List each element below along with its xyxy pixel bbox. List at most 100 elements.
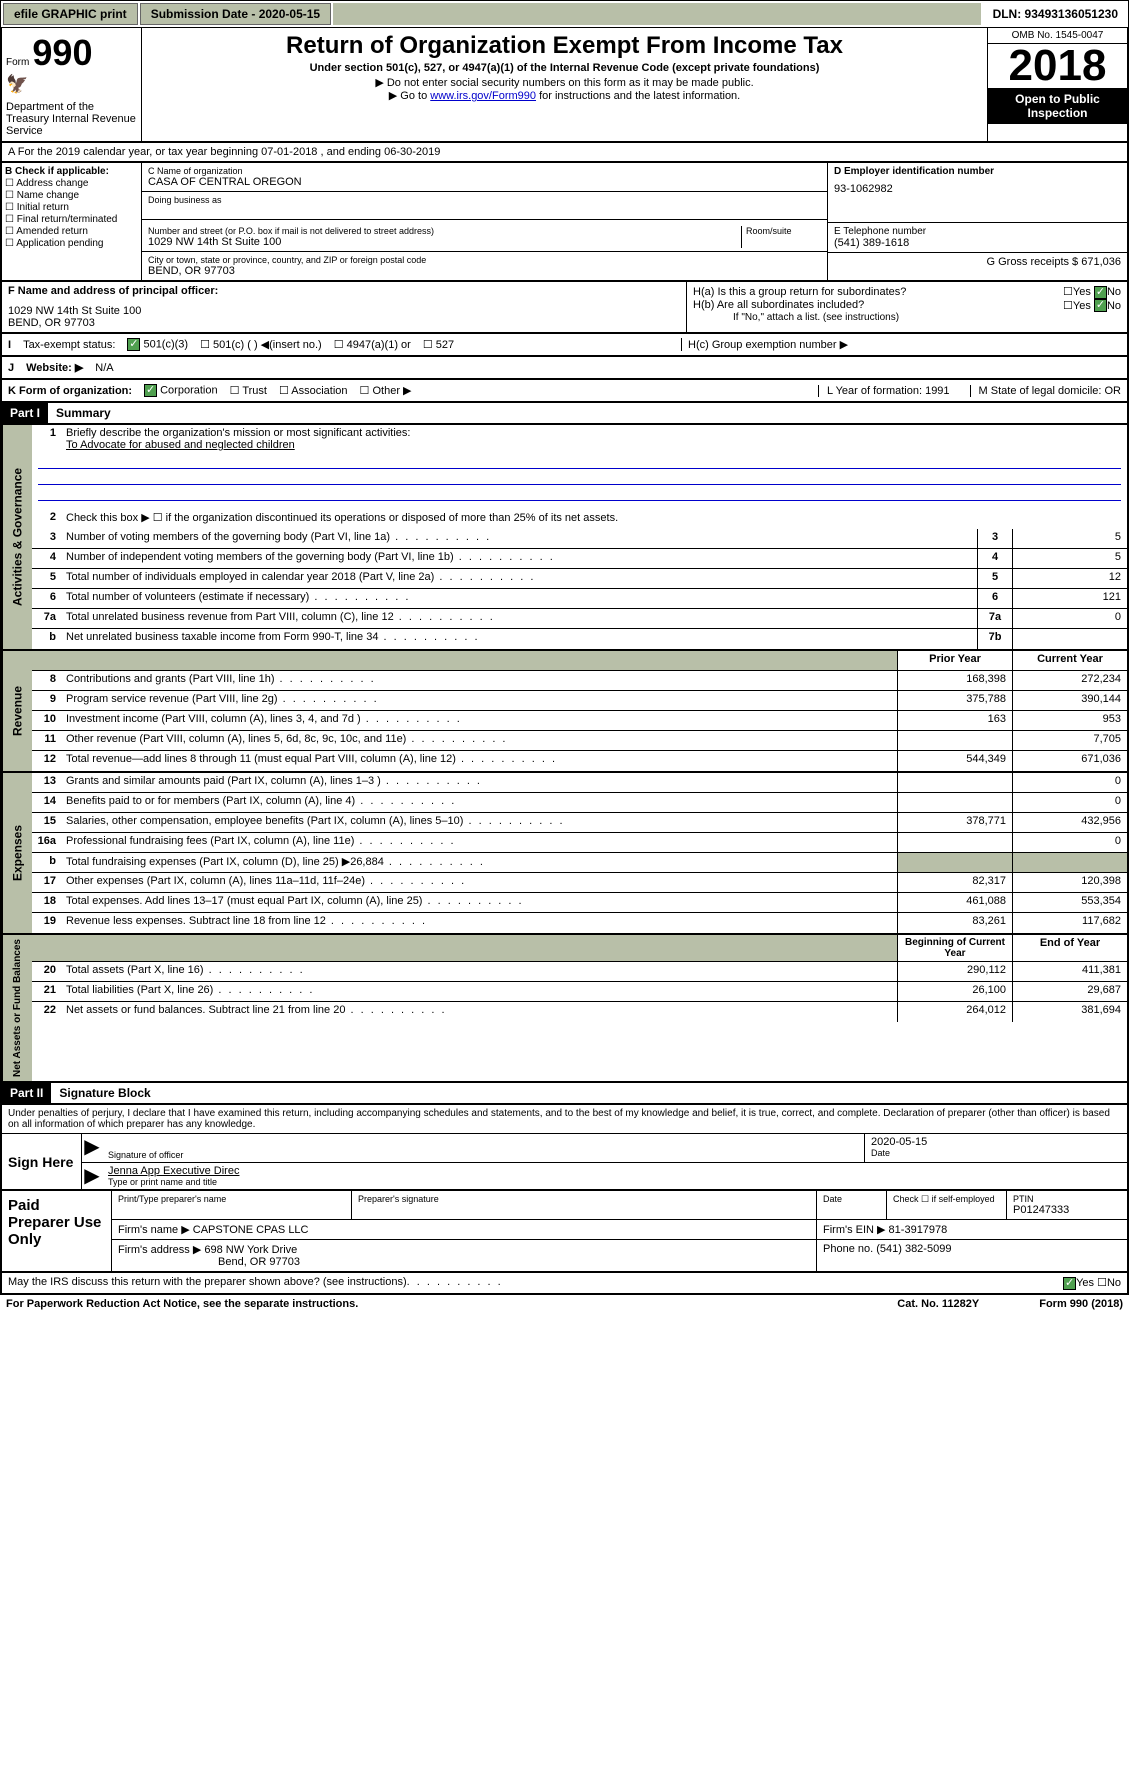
begin-year-header: Beginning of Current Year [897, 935, 1012, 961]
table-row: 15 Salaries, other compensation, employe… [32, 813, 1127, 833]
table-row: 9 Program service revenue (Part VIII, li… [32, 691, 1127, 711]
hb-no-check[interactable]: ✓ [1094, 299, 1107, 312]
q1-answer: To Advocate for abused and neglected chi… [66, 439, 295, 451]
underline [38, 485, 1121, 501]
subtitle-2: ▶ Do not enter social security numbers o… [146, 76, 983, 89]
j-label: J [8, 362, 14, 374]
check-address-change[interactable]: ☐ Address change [5, 178, 138, 189]
website-row: J Website: ▶ N/A [0, 357, 1129, 380]
website-value: N/A [95, 362, 113, 374]
cat-no: Cat. No. 11282Y [897, 1298, 979, 1310]
form990-link[interactable]: www.irs.gov/Form990 [430, 90, 536, 102]
table-row: 17 Other expenses (Part IX, column (A), … [32, 873, 1127, 893]
part2-title: Signature Block [51, 1083, 158, 1103]
ein-value: 93-1062982 [834, 183, 1121, 195]
side-governance: Activities & Governance [2, 425, 32, 649]
table-row: 21 Total liabilities (Part X, line 26) 2… [32, 982, 1127, 1002]
check-initial-return[interactable]: ☐ Initial return [5, 202, 138, 213]
underline [38, 469, 1121, 485]
spacer [333, 3, 980, 25]
ha-row: H(a) Is this a group return for subordin… [693, 285, 1121, 299]
firm-phone: Phone no. (541) 382-5099 [817, 1240, 1127, 1271]
hc-label: H(c) Group exemption number ▶ [681, 338, 1121, 351]
k-row: K Form of organization: ✓ Corporation ☐ … [0, 380, 1129, 403]
signature-section: Under penalties of perjury, I declare th… [0, 1105, 1129, 1191]
check-self[interactable]: Check ☐ if self-employed [887, 1191, 1007, 1219]
table-row: 22 Net assets or fund balances. Subtract… [32, 1002, 1127, 1022]
city-label: City or town, state or province, country… [148, 255, 426, 265]
revenue-section: Revenue Prior Year Current Year 8 Contri… [0, 651, 1129, 773]
ein-label: D Employer identification number [834, 166, 1121, 177]
officer-name: Jenna App Executive Direc [108, 1165, 1121, 1177]
check-final-return[interactable]: ☐ Final return/terminated [5, 214, 138, 225]
prep-date-label: Date [817, 1191, 887, 1219]
date-label: Date [871, 1148, 1121, 1158]
dln-label: DLN: 93493136051230 [983, 4, 1128, 24]
city-value: BEND, OR 97703 [148, 265, 426, 277]
table-row: 19 Revenue less expenses. Subtract line … [32, 913, 1127, 933]
sig-officer-label: Signature of officer [108, 1150, 858, 1160]
part2-header-row: Part II Signature Block [0, 1083, 1129, 1105]
section-b-label: B Check if applicable: [5, 166, 138, 177]
end-year-header: End of Year [1012, 935, 1127, 961]
check-501c3[interactable]: ✓ [127, 338, 140, 351]
l-year: L Year of formation: 1991 [818, 385, 958, 397]
ptin-label: PTIN [1013, 1194, 1121, 1204]
i-label: I [8, 339, 11, 351]
open-public-badge: Open to Public Inspection [988, 88, 1127, 124]
side-netassets: Net Assets or Fund Balances [2, 935, 32, 1081]
gross-receipts: G Gross receipts $ 671,036 [986, 256, 1121, 268]
hb-note: If "No," attach a list. (see instruction… [693, 312, 1121, 323]
table-row: b Total fundraising expenses (Part IX, c… [32, 853, 1127, 873]
paid-label: Paid Preparer Use Only [2, 1191, 112, 1271]
section-bcdefg: B Check if applicable: ☐ Address change … [0, 163, 1129, 282]
top-bar: efile GRAPHIC print Submission Date - 20… [0, 0, 1129, 28]
table-row: 16a Professional fundraising fees (Part … [32, 833, 1127, 853]
arrow-icon: ▶ [82, 1163, 102, 1189]
f-addr2: BEND, OR 97703 [8, 317, 680, 329]
part1-badge: Part I [2, 403, 48, 423]
form-header: Form 990 🦅 Department of the Treasury In… [0, 28, 1129, 143]
firm-addr2: Bend, OR 97703 [118, 1256, 300, 1268]
table-row: 10 Investment income (Part VIII, column … [32, 711, 1127, 731]
firm-name: CAPSTONE CPAS LLC [193, 1224, 309, 1236]
org-name: CASA OF CENTRAL OREGON [148, 176, 821, 188]
check-corporation[interactable]: ✓ [144, 384, 157, 397]
table-row: 3 Number of voting members of the govern… [32, 529, 1127, 549]
part1-header-row: Part I Summary [0, 403, 1129, 425]
check-application-pending[interactable]: ☐ Application pending [5, 238, 138, 249]
name-label: C Name of organization [148, 166, 821, 176]
discuss-row: May the IRS discuss this return with the… [0, 1273, 1129, 1295]
expenses-section: Expenses 13 Grants and similar amounts p… [0, 773, 1129, 935]
perjury-text: Under penalties of perjury, I declare th… [2, 1105, 1127, 1133]
footer-bottom: For Paperwork Reduction Act Notice, see … [0, 1295, 1129, 1313]
tax-year: 2018 [988, 44, 1127, 88]
addr-label: Number and street (or P.O. box if mail i… [148, 226, 741, 236]
form-title: Return of Organization Exempt From Incom… [146, 32, 983, 60]
side-revenue: Revenue [2, 651, 32, 771]
side-expenses: Expenses [2, 773, 32, 933]
check-amended[interactable]: ☐ Amended return [5, 226, 138, 237]
ha-no-check[interactable]: ✓ [1094, 286, 1107, 299]
row-fh: F Name and address of principal officer:… [0, 282, 1129, 334]
efile-button[interactable]: efile GRAPHIC print [3, 3, 138, 25]
q2-text: Check this box ▶ ☐ if the organization d… [62, 509, 1127, 529]
dba-label: Doing business as [148, 195, 222, 216]
table-row: 14 Benefits paid to or for members (Part… [32, 793, 1127, 813]
discuss-yes-check[interactable]: ✓ [1063, 1277, 1076, 1290]
table-row: 11 Other revenue (Part VIII, column (A),… [32, 731, 1127, 751]
table-row: 5 Total number of individuals employed i… [32, 569, 1127, 589]
form-prefix: Form [6, 57, 29, 68]
prep-name-label: Print/Type preparer's name [112, 1191, 352, 1219]
q1-text: Briefly describe the organization's miss… [66, 427, 410, 439]
row-a-tax-year: A For the 2019 calendar year, or tax yea… [0, 143, 1129, 163]
form-ref: Form 990 (2018) [1039, 1298, 1123, 1310]
table-row: 4 Number of independent voting members o… [32, 549, 1127, 569]
table-row: b Net unrelated business taxable income … [32, 629, 1127, 649]
sign-here-label: Sign Here [2, 1134, 82, 1189]
governance-section: Activities & Governance 1 Briefly descri… [0, 425, 1129, 651]
check-name-change[interactable]: ☐ Name change [5, 190, 138, 201]
arrow-icon: ▶ [82, 1134, 102, 1162]
table-row: 6 Total number of volunteers (estimate i… [32, 589, 1127, 609]
netassets-section: Net Assets or Fund Balances Beginning of… [0, 935, 1129, 1083]
